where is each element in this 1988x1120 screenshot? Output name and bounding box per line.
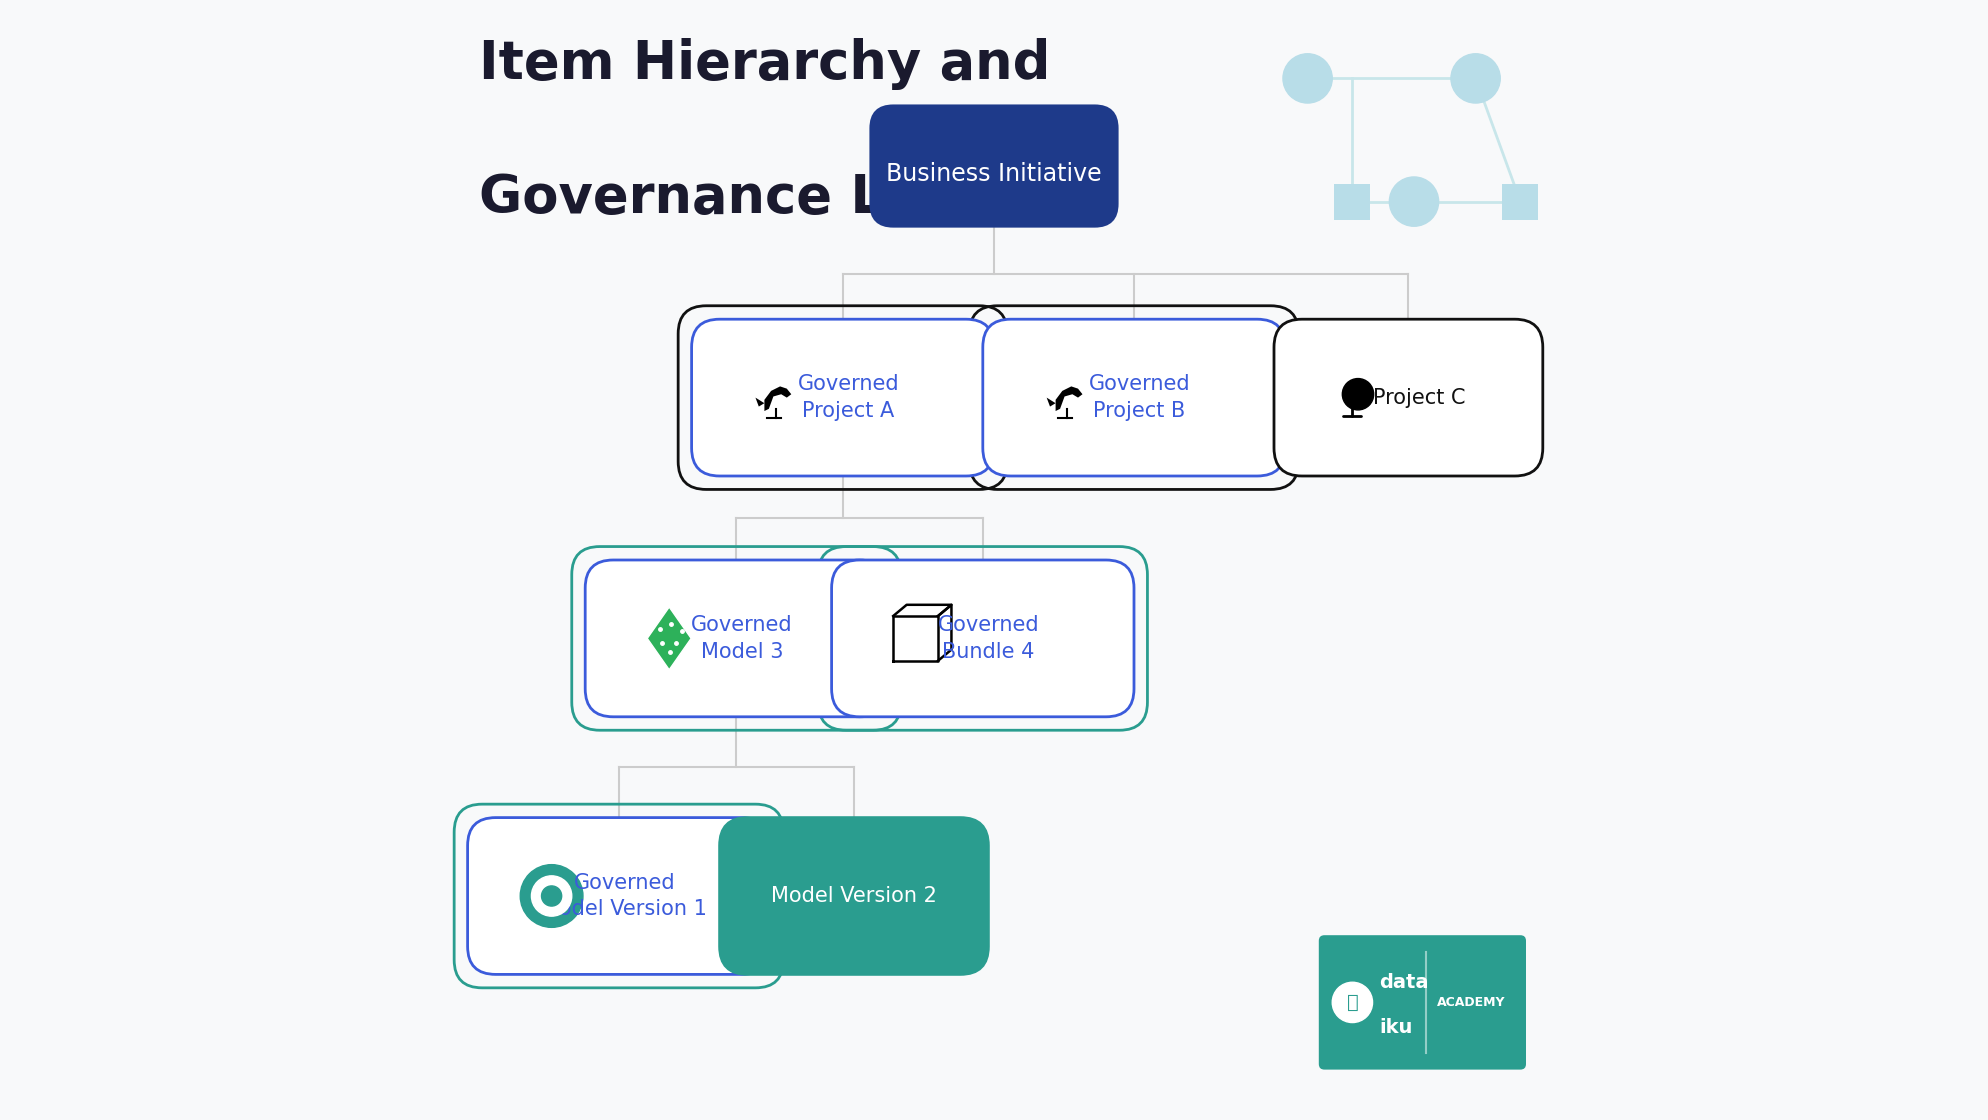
FancyBboxPatch shape	[584, 560, 887, 717]
Text: Item Hierarchy and: Item Hierarchy and	[479, 38, 1050, 90]
Text: Governed
Project A: Governed Project A	[797, 374, 899, 421]
Circle shape	[531, 876, 573, 916]
Polygon shape	[765, 386, 791, 411]
FancyBboxPatch shape	[720, 818, 988, 974]
Text: iku: iku	[1380, 1018, 1413, 1037]
Circle shape	[1451, 54, 1501, 103]
Text: ACADEMY: ACADEMY	[1437, 996, 1505, 1009]
Text: Business Initiative: Business Initiative	[887, 161, 1101, 186]
Text: Governed
Project B: Governed Project B	[1089, 374, 1191, 421]
Text: Model Version 2: Model Version 2	[771, 886, 936, 906]
FancyBboxPatch shape	[1334, 184, 1370, 220]
Text: data: data	[1380, 972, 1429, 991]
FancyBboxPatch shape	[871, 106, 1117, 226]
Polygon shape	[755, 398, 765, 407]
Circle shape	[1342, 379, 1374, 410]
Polygon shape	[1056, 386, 1083, 411]
Text: Governance Layers: Governance Layers	[479, 172, 1046, 224]
FancyBboxPatch shape	[692, 319, 994, 476]
Text: Governed
Model Version 1: Governed Model Version 1	[541, 872, 708, 920]
Text: Project C: Project C	[1374, 388, 1465, 408]
FancyBboxPatch shape	[467, 818, 769, 974]
FancyBboxPatch shape	[1503, 184, 1539, 220]
FancyBboxPatch shape	[831, 560, 1133, 717]
Circle shape	[1332, 982, 1372, 1023]
FancyBboxPatch shape	[1318, 935, 1527, 1070]
Polygon shape	[1046, 398, 1056, 407]
Circle shape	[541, 886, 563, 906]
Circle shape	[1390, 177, 1439, 226]
Circle shape	[521, 865, 582, 927]
Circle shape	[1282, 54, 1332, 103]
FancyBboxPatch shape	[1274, 319, 1543, 476]
Polygon shape	[648, 607, 692, 670]
Text: 🐦: 🐦	[1346, 993, 1358, 1011]
Text: Governed
Model 3: Governed Model 3	[692, 615, 793, 662]
Text: Governed
Bundle 4: Governed Bundle 4	[938, 615, 1040, 662]
FancyBboxPatch shape	[982, 319, 1284, 476]
